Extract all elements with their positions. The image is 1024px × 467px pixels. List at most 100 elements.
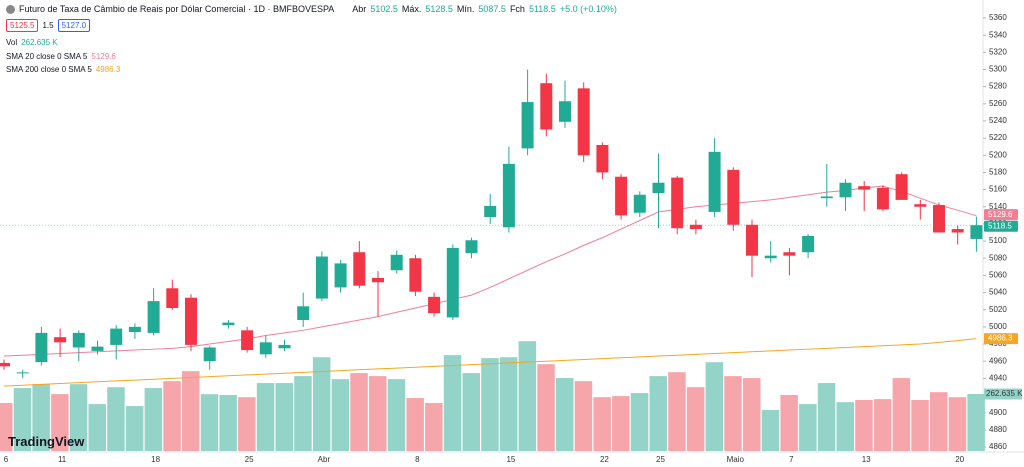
- legend-value: 4986.3: [95, 65, 121, 74]
- candle-body: [540, 83, 553, 130]
- volume-bar: [668, 372, 686, 451]
- volume-bar: [88, 404, 106, 451]
- volume-bar: [537, 364, 555, 451]
- y-tick-label: 5060: [989, 271, 1007, 280]
- candle-body: [185, 297, 197, 345]
- volume-bar: [275, 383, 293, 451]
- x-tick-label: 25: [656, 455, 665, 464]
- x-tick-label: 18: [151, 455, 160, 464]
- candle-body: [166, 288, 179, 309]
- volume-bar: [219, 395, 237, 451]
- volume-bar: [948, 397, 967, 451]
- x-tick-label: 8: [415, 455, 420, 464]
- volume-bar: [312, 357, 331, 451]
- candle-body: [839, 182, 852, 198]
- y-tick-label: 4880: [989, 425, 1007, 434]
- y-tick-label: 5340: [989, 30, 1007, 39]
- y-tick-label: 5140: [989, 202, 1007, 211]
- symbol-icon: [6, 4, 15, 14]
- candle-body: [876, 187, 889, 210]
- candle-body: [259, 342, 272, 355]
- volume-bar: [125, 406, 144, 451]
- volume-bar: [724, 376, 742, 451]
- candle-body: [203, 347, 216, 362]
- volume-bar: [930, 392, 948, 451]
- candle-body: [577, 88, 590, 156]
- candle-body: [54, 337, 67, 343]
- header: Futuro de Taxa de Câmbio de Reais por Dó…: [6, 4, 617, 14]
- volume-bar: [799, 404, 817, 451]
- x-tick-label: 7: [789, 455, 794, 464]
- ohlc-value: 5128.5: [425, 4, 453, 14]
- candle-body: [764, 255, 777, 259]
- candle-body: [933, 205, 945, 233]
- y-tick-label: 5320: [989, 47, 1007, 56]
- candle-body: [147, 301, 160, 333]
- x-tick-label: Maio: [727, 455, 745, 464]
- volume-bar: [51, 394, 69, 451]
- volume-bar: [406, 398, 424, 451]
- volume-bar: [331, 379, 350, 451]
- candle-body: [521, 102, 534, 149]
- x-tick-label: 11: [58, 455, 67, 464]
- ohlc-label: Mín.: [456, 4, 475, 14]
- volume-bar: [817, 383, 836, 451]
- volume-bar: [836, 402, 854, 451]
- y-tick-label: 4860: [989, 442, 1007, 451]
- candle-body: [970, 225, 983, 239]
- x-tick-label: 25: [245, 455, 254, 464]
- volume-bar: [238, 397, 256, 451]
- x-tick-label: 13: [862, 455, 871, 464]
- x-tick-label: 15: [506, 455, 515, 464]
- candle-body: [484, 205, 497, 218]
- volume-badge-label: 262.635 K: [986, 389, 1023, 398]
- candle-body: [465, 240, 478, 254]
- candle-body: [428, 296, 441, 314]
- volume-bar: [649, 376, 667, 451]
- candle-body: [72, 332, 85, 348]
- x-tick-label: 22: [600, 455, 609, 464]
- ohlc-value: 5102.5: [370, 4, 398, 14]
- sell-button[interactable]: 5125.5: [6, 19, 39, 32]
- buy-button[interactable]: 5127.0: [57, 19, 91, 32]
- ohlc-label: Máx.: [401, 4, 422, 14]
- volume-bar: [443, 355, 462, 451]
- candle-body: [802, 235, 815, 253]
- ohlc-value: 5118.5: [528, 4, 556, 14]
- volume-bar: [518, 341, 537, 451]
- y-tick-label: 5040: [989, 288, 1007, 297]
- y-tick-label: 5100: [989, 236, 1007, 245]
- candle-body: [708, 151, 721, 212]
- volume-bar: [350, 373, 368, 451]
- candle-body: [297, 306, 310, 321]
- candle-body: [110, 328, 123, 345]
- volume-bar: [32, 384, 50, 451]
- y-tick-label: 4900: [989, 408, 1007, 417]
- volume-bar: [294, 376, 312, 451]
- candle-body: [91, 346, 104, 351]
- volume-bar: [743, 378, 761, 451]
- sma-line: [3, 338, 977, 387]
- candle-body: [372, 277, 384, 283]
- x-tick-label: Abr: [318, 455, 331, 464]
- volume-bar: [107, 387, 125, 451]
- volume-legend: Vol 262.635 K: [6, 38, 58, 47]
- candle-body: [35, 332, 48, 363]
- volume-bar: [163, 381, 181, 451]
- candle-body: [951, 229, 964, 233]
- price-badge: [984, 333, 1018, 345]
- volume-badge: [984, 388, 1022, 400]
- candle-body: [746, 224, 758, 256]
- candle-body: [16, 372, 29, 374]
- x-tick-label: 6: [4, 455, 9, 464]
- ohlc-label: Abr: [352, 4, 367, 14]
- change: +5.0 (+0.10%): [559, 4, 617, 14]
- candle-body: [858, 186, 871, 190]
- y-tick-label: 5200: [989, 150, 1007, 159]
- y-tick-label: 5180: [989, 168, 1007, 177]
- y-tick-label: 5000: [989, 322, 1007, 331]
- price-badge-label: 5129.6: [988, 210, 1013, 219]
- candle-body: [671, 177, 684, 229]
- y-tick-label: 5220: [989, 133, 1007, 142]
